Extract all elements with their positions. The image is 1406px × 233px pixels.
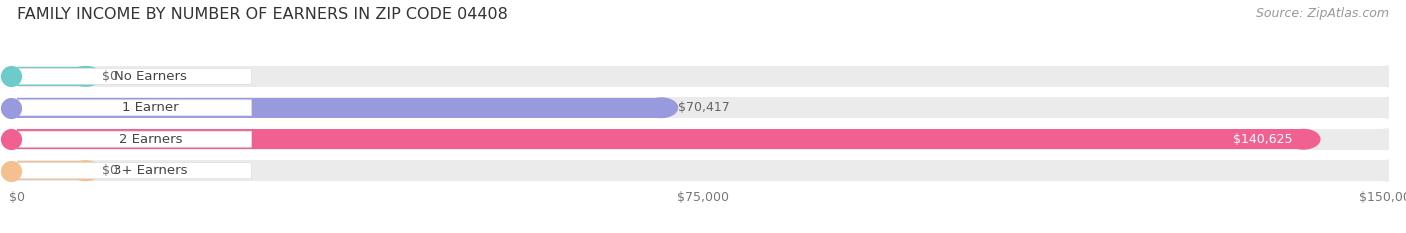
Text: $0: $0 [103,164,118,177]
FancyBboxPatch shape [11,68,252,84]
Bar [17,130,1303,149]
Text: FAMILY INCOME BY NUMBER OF EARNERS IN ZIP CODE 04408: FAMILY INCOME BY NUMBER OF EARNERS IN ZI… [17,7,508,22]
Ellipse shape [69,67,103,86]
Text: No Earners: No Earners [114,70,187,83]
Ellipse shape [1372,129,1406,150]
FancyBboxPatch shape [11,100,252,116]
FancyBboxPatch shape [11,131,252,147]
Text: 3+ Earners: 3+ Earners [114,164,188,177]
FancyBboxPatch shape [11,163,252,179]
Text: 2 Earners: 2 Earners [120,133,183,146]
Ellipse shape [69,161,103,180]
Ellipse shape [644,98,678,117]
Text: Source: ZipAtlas.com: Source: ZipAtlas.com [1256,7,1389,20]
Bar [17,67,86,86]
Bar [17,97,1389,118]
Bar [17,129,1389,150]
Ellipse shape [1372,160,1406,181]
Bar [17,160,1389,181]
Text: $140,625: $140,625 [1233,133,1292,146]
Text: $70,417: $70,417 [678,101,730,114]
Bar [17,66,1389,87]
Text: 1 Earner: 1 Earner [122,101,179,114]
Ellipse shape [1286,130,1320,149]
Ellipse shape [1372,66,1406,87]
Bar [17,98,661,117]
Ellipse shape [1372,97,1406,118]
Text: $0: $0 [103,70,118,83]
Bar [17,161,86,180]
